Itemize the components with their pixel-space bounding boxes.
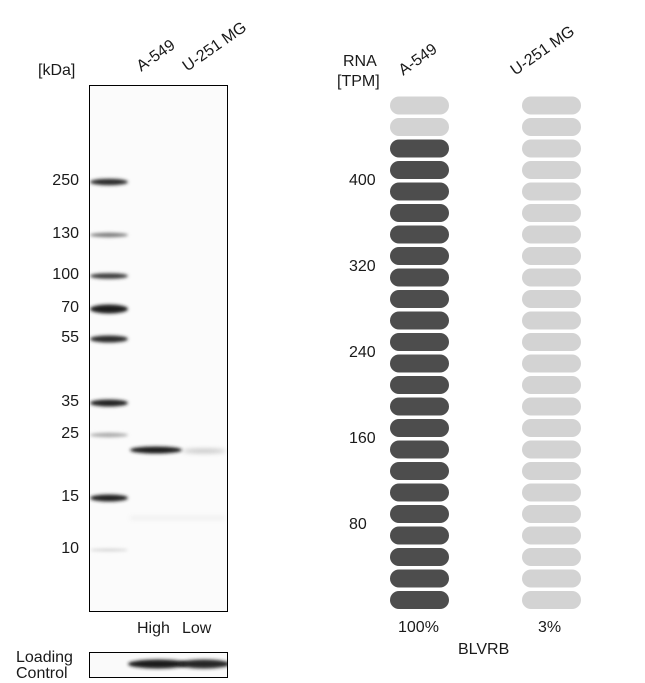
rna-segment-a549-19 <box>390 204 449 222</box>
rna-segment-u251mg-15 <box>522 290 581 308</box>
rna-segment-a549-3 <box>390 548 449 566</box>
loading-control-blot <box>89 652 228 678</box>
rna-segment-u251mg-21 <box>522 161 581 179</box>
rna-segment-a549-7 <box>390 462 449 480</box>
loading-svg <box>128 659 227 669</box>
ladder-band-100 <box>90 273 128 279</box>
rna-segment-u251mg-17 <box>522 247 581 265</box>
rna-segment-a549-1 <box>390 591 449 609</box>
marker-label-55: 55 <box>61 329 79 346</box>
rna-segment-u251mg-4 <box>522 526 581 545</box>
rna-segment-u251mg-2 <box>522 569 581 588</box>
rna-segment-a549-5 <box>390 505 449 523</box>
rna-segment-a549-22 <box>390 139 449 158</box>
ladder-band-130 <box>90 232 128 238</box>
rna-segment-a549-13 <box>390 333 449 351</box>
western-blot-image <box>89 85 228 612</box>
ladder-band-70 <box>90 304 128 314</box>
value-label-a549: 100% <box>398 619 439 636</box>
faint-band <box>130 516 225 520</box>
value-label-u251mg: 3% <box>538 619 562 636</box>
marker-label-70: 70 <box>61 299 79 316</box>
rna-segment-a549-11 <box>390 376 449 394</box>
marker-label-100: 100 <box>52 266 79 283</box>
rna-segment-a549-6 <box>390 483 449 502</box>
rna-segment-u251mg-10 <box>522 397 581 416</box>
rna-segment-u251mg-1 <box>522 591 581 609</box>
rna-segment-a549-20 <box>390 182 449 201</box>
rna-segment-u251mg-7 <box>522 462 581 480</box>
loading-band-u251mg <box>178 659 227 669</box>
loading-control-label: Loading Control <box>16 649 73 682</box>
band-a549 <box>130 446 182 454</box>
ladder-band-250 <box>90 178 128 186</box>
rna-segment-a549-14 <box>390 311 449 330</box>
marker-label-35: 35 <box>61 393 79 410</box>
rna-segment-a549-24 <box>390 96 449 115</box>
rna-lane-label-a549: A-549 <box>395 40 441 80</box>
rna-segment-u251mg-23 <box>522 118 581 136</box>
rna-segment-u251mg-9 <box>522 419 581 437</box>
lane-label-a549: A-549 <box>133 36 179 76</box>
rna-segment-u251mg-5 <box>522 505 581 523</box>
marker-label-130: 130 <box>52 225 79 242</box>
ladder-band-15 <box>90 494 128 502</box>
ladder-band-10 <box>90 548 128 552</box>
rna-segment-a549-17 <box>390 247 449 265</box>
ladder-band-35 <box>90 399 128 407</box>
rna-segment-u251mg-6 <box>522 483 581 502</box>
ladder-band-55 <box>90 335 128 343</box>
rna-segment-a549-15 <box>390 290 449 308</box>
rna-segment-a549-4 <box>390 526 449 545</box>
gene-label: BLVRB <box>458 641 510 658</box>
rna-segment-u251mg-16 <box>522 268 581 287</box>
ladder-bands <box>90 178 128 552</box>
rna-segment-u251mg-8 <box>522 440 581 459</box>
rna-segment-a549-18 <box>390 225 449 244</box>
rna-axis-title-line2: [TPM] <box>337 73 380 90</box>
rna-segment-u251mg-18 <box>522 225 581 244</box>
rna-segment-a549-23 <box>390 118 449 136</box>
rna-segment-a549-9 <box>390 419 449 437</box>
rna-segment-a549-2 <box>390 569 449 588</box>
rna-segment-u251mg-22 <box>522 139 581 158</box>
rna-segment-a549-12 <box>390 354 449 373</box>
band-u251mg <box>182 449 226 453</box>
rna-lane-label-u251mg: U-251 MG <box>507 22 578 80</box>
marker-label-15: 15 <box>61 488 79 505</box>
rna-bar-chart <box>390 96 581 609</box>
rna-axis-title-line1: RNA <box>343 53 377 70</box>
rna-tick-400: 400 <box>349 172 376 189</box>
rna-segment-u251mg-12 <box>522 354 581 373</box>
expression-label-high: High <box>137 620 170 637</box>
expression-label-low: Low <box>182 620 212 637</box>
rna-tick-160: 160 <box>349 430 376 447</box>
rna-tick-320: 320 <box>349 258 376 275</box>
lane-label-u251mg: U-251 MG <box>179 18 250 76</box>
rna-segment-u251mg-19 <box>522 204 581 222</box>
marker-label-250: 250 <box>52 172 79 189</box>
marker-label-25: 25 <box>61 425 79 442</box>
rna-segment-a549-21 <box>390 161 449 179</box>
rna-segment-a549-8 <box>390 440 449 459</box>
rna-segment-u251mg-14 <box>522 311 581 330</box>
rna-segment-u251mg-3 <box>522 548 581 566</box>
rna-segment-a549-10 <box>390 397 449 416</box>
rna-segment-u251mg-13 <box>522 333 581 351</box>
marker-label-10: 10 <box>61 540 79 557</box>
blot-svg <box>90 178 226 552</box>
rna-segment-u251mg-20 <box>522 182 581 201</box>
rna-segment-a549-16 <box>390 268 449 287</box>
rna-tick-80: 80 <box>349 516 367 533</box>
loading-band-a549 <box>128 659 188 669</box>
ladder-band-25 <box>90 432 128 438</box>
kda-unit-label: [kDa] <box>38 62 76 79</box>
rna-segment-u251mg-11 <box>522 376 581 394</box>
rna-tick-240: 240 <box>349 344 376 361</box>
rna-segment-u251mg-24 <box>522 96 581 115</box>
